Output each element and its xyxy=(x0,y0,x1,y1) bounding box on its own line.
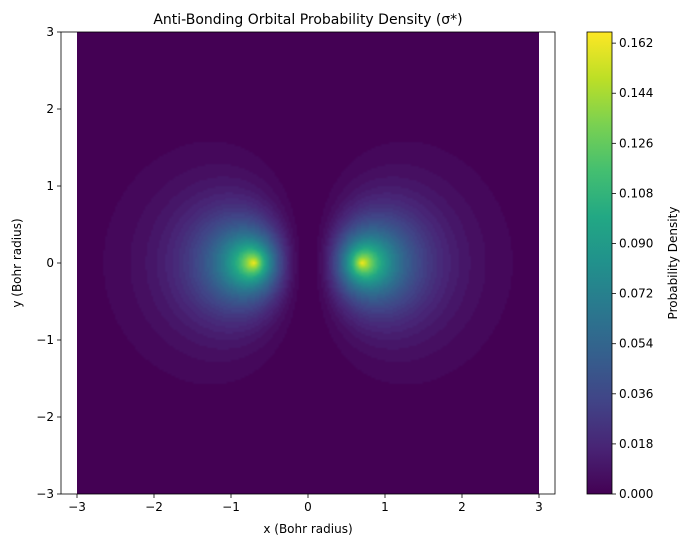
plot-area: −3 −2 −1 0 1 2 3 −3 −2 −1 0 1 2 3 xyxy=(36,25,556,514)
x-tick-label: 1 xyxy=(381,500,389,514)
x-tick-label: 2 xyxy=(458,500,466,514)
x-tick-label: 3 xyxy=(535,500,543,514)
x-axis-label: x (Bohr radius) xyxy=(263,522,352,536)
colorbar-tick-label: 0.108 xyxy=(619,186,653,200)
colorbar-tick-label: 0.036 xyxy=(619,387,653,401)
colorbar-tick-label: 0.000 xyxy=(619,487,653,501)
y-tick-label: 3 xyxy=(46,25,54,39)
colorbar-tick-label: 0.054 xyxy=(619,337,653,351)
x-tick-label: −2 xyxy=(145,500,163,514)
colorbar-tick-label: 0.018 xyxy=(619,437,653,451)
y-axis-label: y (Bohr radius) xyxy=(10,218,24,307)
heatmap-image xyxy=(77,32,539,494)
y-axis-ticks: −3 −2 −1 0 1 2 3 xyxy=(36,25,61,501)
colorbar-label: Probability Density xyxy=(666,207,680,320)
colorbar-tick-label: 0.144 xyxy=(619,86,653,100)
y-tick-label: 1 xyxy=(46,179,54,193)
colorbar-tick-label: 0.162 xyxy=(619,36,653,50)
y-tick-label: −1 xyxy=(36,333,54,347)
x-axis-ticks: −3 −2 −1 0 1 2 3 xyxy=(68,494,543,514)
colorbar-tick-label: 0.126 xyxy=(619,136,653,150)
y-tick-label: −3 xyxy=(36,487,54,501)
x-tick-label: −1 xyxy=(222,500,240,514)
colorbar-tick-label: 0.072 xyxy=(619,287,653,301)
y-tick-label: −2 xyxy=(36,410,54,424)
x-tick-label: 0 xyxy=(304,500,312,514)
y-tick-label: 0 xyxy=(46,256,54,270)
colorbar: 0.000 0.018 0.036 0.054 0.072 0.090 0.108 0.126… xyxy=(586,31,680,501)
colorbar-tick-label: 0.090 xyxy=(619,237,653,251)
x-tick-label: −3 xyxy=(68,500,86,514)
colorbar-gradient xyxy=(586,31,613,495)
y-tick-label: 2 xyxy=(46,102,54,116)
colorbar-ticks: 0.000 0.018 0.036 0.054 0.072 0.090 0.108 0.126… xyxy=(612,36,653,501)
chart-title: Anti-Bonding Orbital Probability Density… xyxy=(153,12,462,28)
